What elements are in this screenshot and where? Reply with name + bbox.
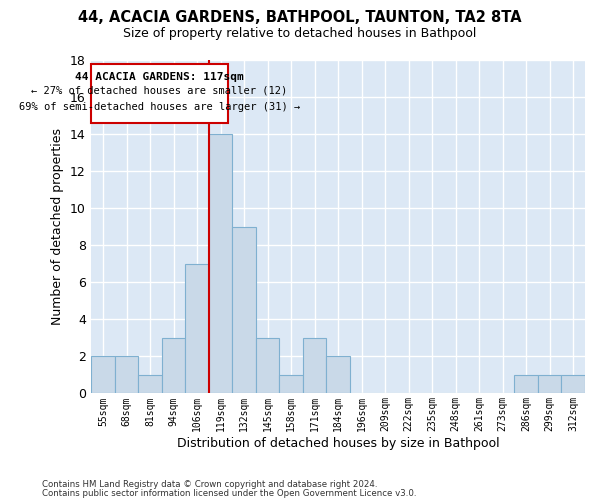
Bar	[91, 356, 115, 394]
Text: Contains public sector information licensed under the Open Government Licence v3: Contains public sector information licen…	[42, 488, 416, 498]
Bar	[326, 356, 350, 394]
Text: 69% of semi-detached houses are larger (31) →: 69% of semi-detached houses are larger (…	[19, 102, 300, 112]
Text: 44 ACACIA GARDENS: 117sqm: 44 ACACIA GARDENS: 117sqm	[75, 72, 244, 82]
Bar	[562, 375, 585, 394]
Bar	[209, 134, 232, 394]
Bar	[303, 338, 326, 394]
Bar	[162, 338, 185, 394]
Bar	[538, 375, 562, 394]
Text: Contains HM Land Registry data © Crown copyright and database right 2024.: Contains HM Land Registry data © Crown c…	[42, 480, 377, 489]
Bar	[115, 356, 139, 394]
Bar	[139, 375, 162, 394]
FancyBboxPatch shape	[91, 64, 228, 123]
Text: ← 27% of detached houses are smaller (12): ← 27% of detached houses are smaller (12…	[31, 86, 287, 96]
Y-axis label: Number of detached properties: Number of detached properties	[52, 128, 64, 325]
Bar	[185, 264, 209, 394]
X-axis label: Distribution of detached houses by size in Bathpool: Distribution of detached houses by size …	[177, 437, 500, 450]
Bar	[232, 226, 256, 394]
Bar	[280, 375, 303, 394]
Text: 44, ACACIA GARDENS, BATHPOOL, TAUNTON, TA2 8TA: 44, ACACIA GARDENS, BATHPOOL, TAUNTON, T…	[78, 10, 522, 25]
Bar	[514, 375, 538, 394]
Text: Size of property relative to detached houses in Bathpool: Size of property relative to detached ho…	[124, 28, 476, 40]
Bar	[256, 338, 280, 394]
